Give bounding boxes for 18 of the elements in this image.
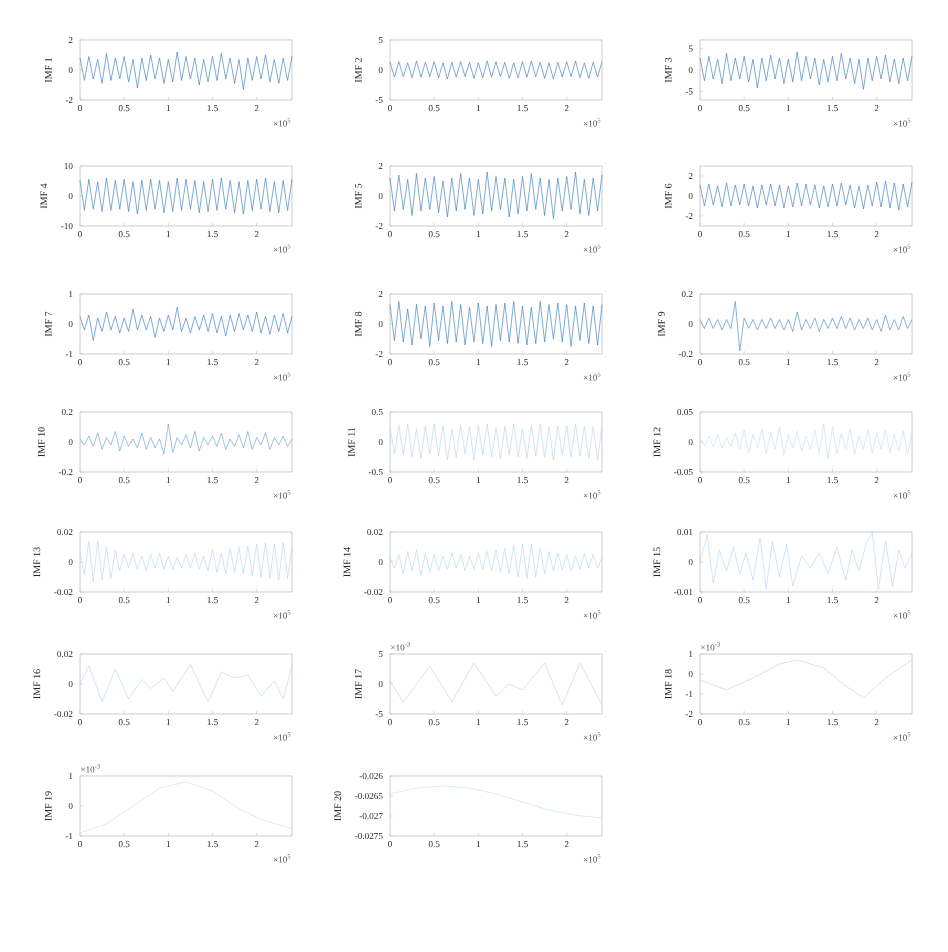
line-series <box>79 423 293 455</box>
line-series <box>389 543 603 579</box>
line-series <box>699 659 913 699</box>
line-series <box>389 301 603 347</box>
line-series <box>389 171 603 219</box>
line-series <box>699 301 913 352</box>
line-series <box>699 51 913 90</box>
line-series <box>79 177 293 215</box>
line-series <box>699 423 913 460</box>
line-series <box>699 531 913 590</box>
line-series <box>699 180 913 211</box>
line-series <box>79 664 293 703</box>
line-series <box>79 307 293 341</box>
line-series <box>79 51 293 90</box>
line-series <box>389 423 603 461</box>
line-series <box>389 662 603 706</box>
line-series <box>79 540 293 582</box>
line-series <box>389 60 603 80</box>
